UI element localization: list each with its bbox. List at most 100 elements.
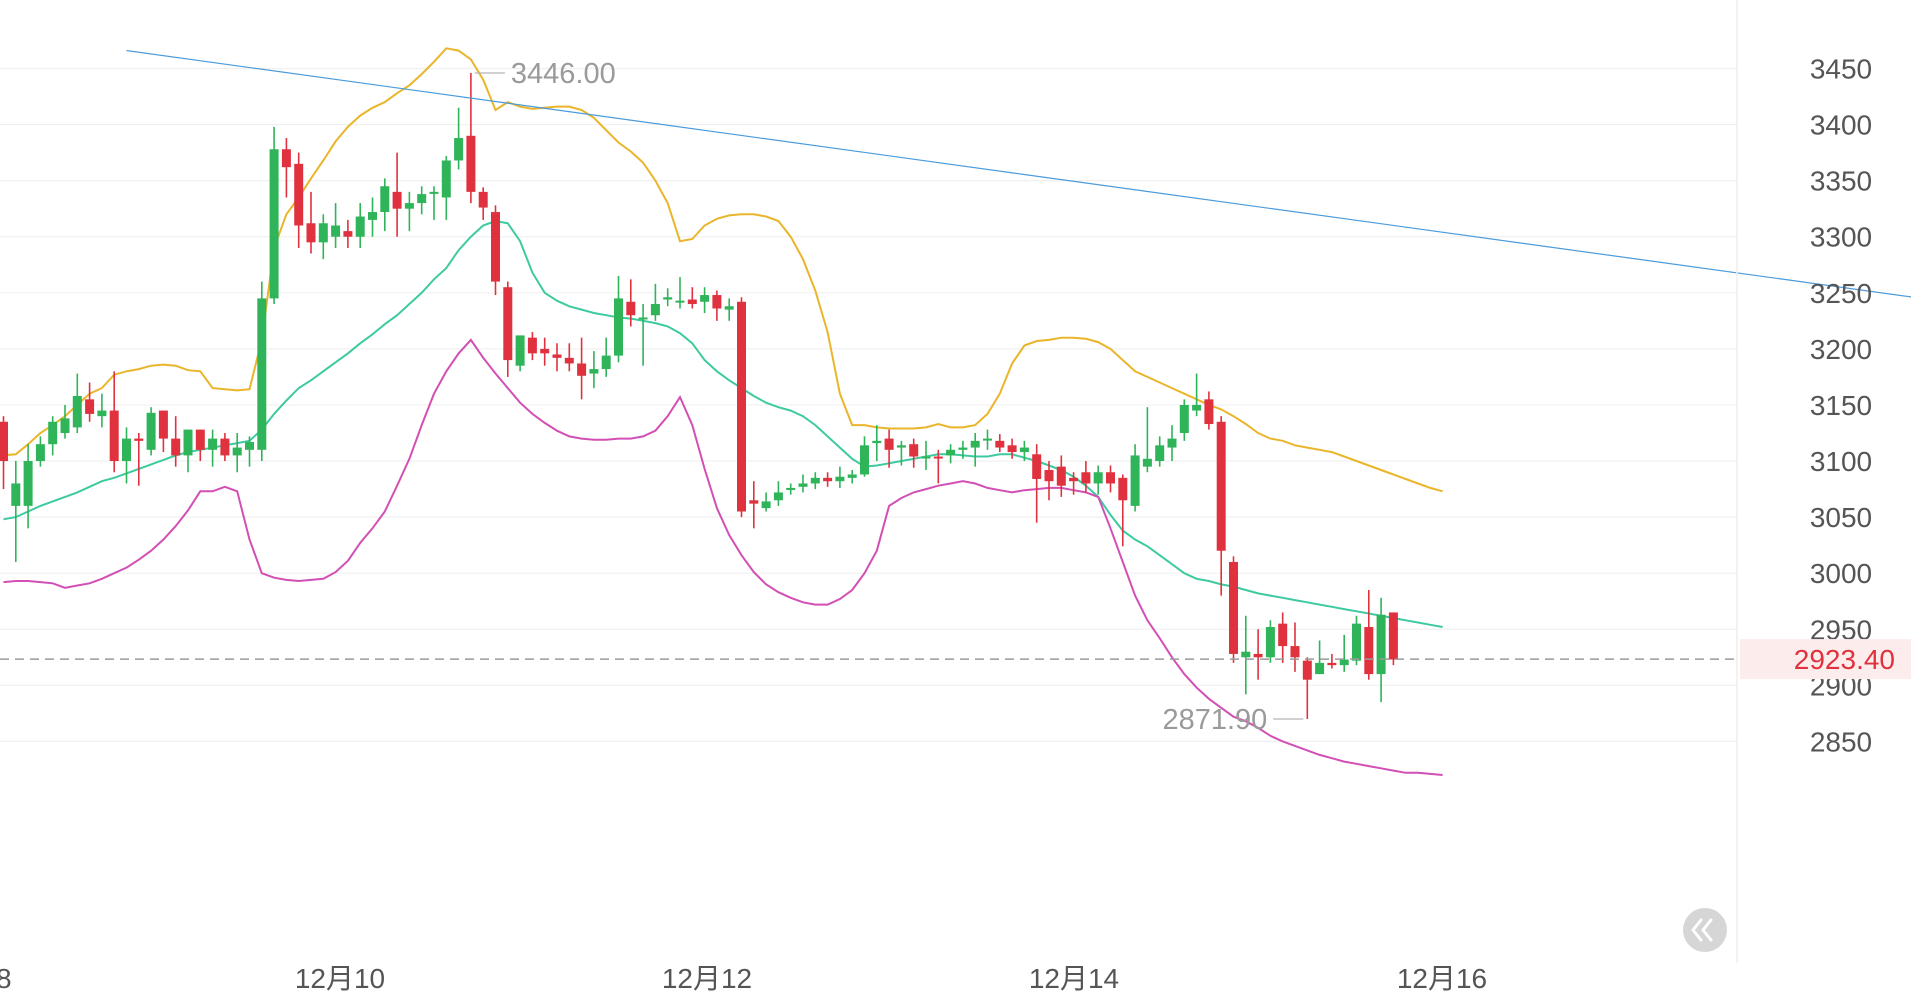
candle (1229, 556, 1238, 663)
candle (245, 436, 254, 467)
reset-zoom-button[interactable] (1683, 908, 1727, 952)
candle-body (1130, 455, 1140, 506)
candle (1155, 436, 1165, 467)
candle-body (515, 335, 525, 366)
candle-body (700, 295, 710, 302)
candle (232, 432, 242, 473)
last-price-badge: 2923.40 (1740, 639, 1911, 680)
candle-body (1167, 438, 1177, 448)
candle-body (724, 306, 734, 310)
candle-body (294, 163, 304, 226)
candle (35, 436, 45, 467)
candle (417, 186, 427, 215)
x-tick-label: 12月16 (1397, 963, 1487, 994)
y-tick-label: 2850 (1810, 726, 1872, 757)
candle (183, 429, 193, 473)
candle (798, 474, 808, 493)
candle-body (626, 301, 636, 316)
candle (1069, 472, 1079, 495)
candle-body (466, 135, 476, 192)
candle-body (1339, 659, 1349, 666)
candle (343, 219, 353, 248)
candle (1007, 438, 1017, 459)
candle-body (1364, 627, 1374, 675)
candle-body (48, 421, 58, 445)
candle (921, 440, 931, 470)
candle-body (11, 483, 21, 506)
candle-body (491, 212, 500, 282)
candle-body (441, 160, 451, 198)
candle-body (638, 317, 648, 320)
candle-body (1265, 627, 1275, 658)
candle-body (429, 191, 439, 194)
candle-body (1278, 623, 1288, 647)
candle-body (97, 410, 107, 417)
candle-body (1155, 445, 1165, 462)
candle-body (318, 223, 328, 243)
candle (810, 472, 820, 490)
y-tick-label: 3100 (1810, 446, 1872, 477)
candle-body (220, 438, 230, 456)
candle (23, 444, 33, 529)
y-tick-label: 3400 (1810, 110, 1872, 141)
candle-body (1007, 445, 1017, 453)
candle (466, 72, 476, 204)
candle (1290, 622, 1300, 672)
candle-body (208, 438, 218, 450)
candle (1302, 657, 1312, 719)
plot-area[interactable]: 3446.00 2871.90 (0, 47, 1911, 776)
candle-body (1315, 662, 1325, 675)
candle (294, 152, 304, 248)
candle (601, 337, 611, 377)
candle-body (245, 441, 254, 450)
candle-body (454, 138, 464, 161)
candle-body (540, 348, 550, 354)
candle (638, 304, 648, 366)
candle-body (921, 456, 931, 459)
candle (872, 425, 882, 462)
candle (540, 337, 550, 366)
candle (626, 279, 636, 327)
candle-body (1352, 623, 1361, 661)
candle (835, 466, 845, 488)
candle (577, 337, 587, 400)
candle-body (0, 421, 8, 462)
candle (97, 393, 107, 428)
candle-body (687, 299, 697, 305)
y-axis: 3450 3400 3350 3300 3250 3200 3150 3100 3050 3000… (1810, 54, 1872, 758)
candle-body (786, 487, 796, 490)
candle-body (847, 474, 857, 478)
candle-body (564, 357, 574, 364)
candle (60, 404, 70, 439)
candle-body (798, 483, 808, 487)
candle (195, 429, 205, 462)
candle-body (122, 438, 131, 462)
candle-body (1081, 472, 1091, 484)
candle (1241, 615, 1251, 695)
candle (933, 449, 943, 484)
candle-body (1290, 646, 1300, 658)
candle (0, 416, 8, 490)
candle (48, 416, 58, 456)
candle (1192, 373, 1202, 417)
y-tick-label: 3250 (1810, 278, 1872, 309)
candle-body (503, 287, 513, 361)
candle (454, 107, 464, 170)
candle-body (983, 438, 992, 441)
y-tick-label: 3350 (1810, 166, 1872, 197)
candle-body (417, 194, 427, 204)
candle-body (958, 447, 968, 450)
candle-body (232, 447, 242, 456)
candle (122, 427, 131, 484)
candle-body (552, 354, 562, 358)
candle-body (85, 399, 95, 414)
candle (380, 178, 390, 232)
y-tick-label: 3300 (1810, 222, 1872, 253)
candle (85, 382, 95, 422)
trendline[interactable] (126, 49, 1911, 660)
candle (663, 288, 673, 307)
candle-body (355, 216, 365, 237)
candle (737, 297, 746, 518)
candle (946, 444, 956, 464)
candle (712, 290, 722, 321)
